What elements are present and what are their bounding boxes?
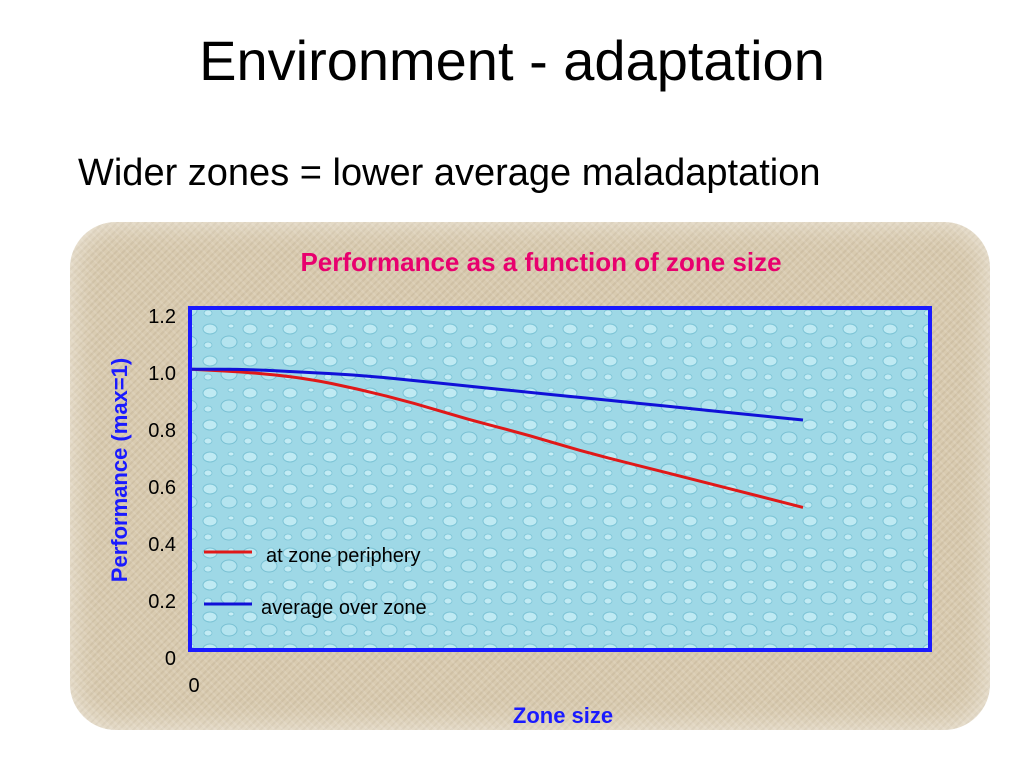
y-tick-label: 1.0 (148, 363, 176, 385)
y-tick-labels: 0 0.2 0.4 0.6 0.8 1.0 1.2 (148, 306, 176, 670)
y-tick-label: 0.8 (148, 420, 176, 442)
slide-title: Environment - adaptation (199, 29, 825, 92)
chart-title: Performance as a function of zone size (300, 247, 781, 277)
y-tick-label: 1.2 (148, 306, 176, 328)
slide-subtitle: Wider zones = lower average maladaptatio… (78, 152, 821, 194)
series-line-periphery (191, 367, 804, 509)
y-tick-label: 0 (165, 648, 176, 670)
legend-label: at zone periphery (266, 545, 421, 567)
legend-label: average over zone (261, 597, 427, 619)
series-line-average (192, 367, 804, 422)
x-axis-label: Zone size (513, 703, 613, 728)
y-tick-label: 0.4 (148, 534, 176, 556)
y-tick-label: 0.6 (148, 477, 176, 499)
legend: at zone periphery average over zone (204, 545, 427, 619)
x-tick-labels: 0 (188, 675, 199, 697)
series-lines (191, 367, 804, 509)
y-axis-label: Performance (max=1) (107, 358, 132, 582)
y-tick-label: 0.2 (148, 591, 176, 613)
plot-area (188, 306, 932, 652)
x-tick-label: 0 (188, 675, 199, 697)
